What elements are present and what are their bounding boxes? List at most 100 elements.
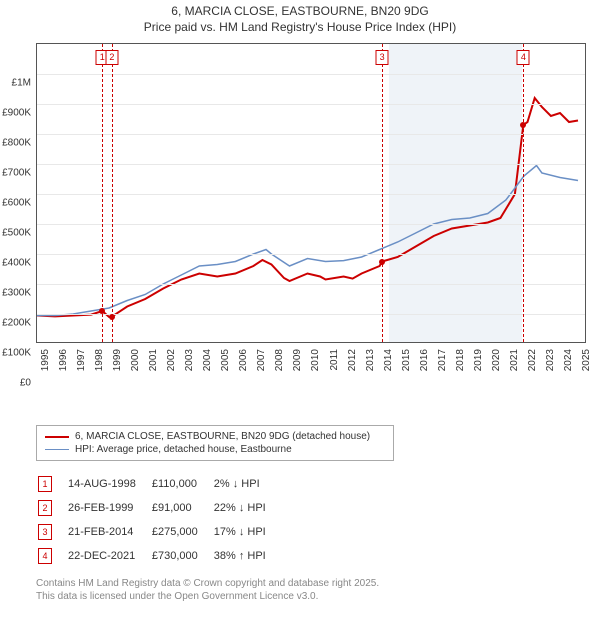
x-tick-label: 2015 — [401, 349, 412, 371]
x-tick-label: 2025 — [581, 349, 592, 371]
x-tick-label: 2006 — [238, 349, 249, 371]
title-line2: Price paid vs. HM Land Registry's House … — [0, 20, 600, 36]
legend: 6, MARCIA CLOSE, EASTBOURNE, BN20 9DG (d… — [36, 425, 394, 461]
gridline — [37, 74, 585, 75]
sale-vline — [382, 44, 383, 342]
x-tick-label: 2013 — [365, 349, 376, 371]
x-tick-label: 2005 — [220, 349, 231, 371]
x-tick-label: 2017 — [437, 349, 448, 371]
legend-item: HPI: Average price, detached house, East… — [45, 443, 385, 456]
x-tick-label: 1998 — [94, 349, 105, 371]
sale-marker-4: 4 — [517, 50, 530, 65]
y-tick-label: £1M — [12, 78, 31, 89]
footer-line2: This data is licensed under the Open Gov… — [36, 590, 600, 603]
x-tick-label: 2009 — [292, 349, 303, 371]
legend-label: 6, MARCIA CLOSE, EASTBOURNE, BN20 9DG (d… — [75, 431, 370, 442]
sale-date: 14-AUG-1998 — [68, 473, 150, 495]
footer: Contains HM Land Registry data © Crown c… — [36, 577, 600, 603]
x-tick-label: 2011 — [329, 349, 340, 371]
x-axis: 1995199619971998199920002001200220032004… — [36, 345, 586, 385]
y-tick-label: £900K — [2, 108, 31, 119]
x-tick-label: 2000 — [130, 349, 141, 371]
x-tick-label: 2020 — [491, 349, 502, 371]
x-tick-label: 2023 — [545, 349, 556, 371]
legend-swatch — [45, 449, 69, 450]
sale-index-box: 3 — [38, 524, 52, 540]
gridline — [37, 224, 585, 225]
y-tick-label: £400K — [2, 258, 31, 269]
y-tick-label: £800K — [2, 138, 31, 149]
sale-date: 26-FEB-1999 — [68, 497, 150, 519]
x-tick-label: 2002 — [166, 349, 177, 371]
legend-label: HPI: Average price, detached house, East… — [75, 444, 292, 455]
sale-index-box: 2 — [38, 500, 52, 516]
sale-pct: 17% ↓ HPI — [214, 521, 280, 543]
x-tick-label: 2018 — [455, 349, 466, 371]
sale-price: £91,000 — [152, 497, 212, 519]
gridline — [37, 194, 585, 195]
y-tick-label: £0 — [20, 378, 31, 389]
gridline — [37, 254, 585, 255]
y-tick-label: £600K — [2, 198, 31, 209]
x-tick-label: 2024 — [563, 349, 574, 371]
sale-vline — [523, 44, 524, 342]
sale-index-box: 1 — [38, 476, 52, 492]
sale-point — [520, 122, 526, 128]
x-tick-label: 2016 — [419, 349, 430, 371]
sale-marker-3: 3 — [376, 50, 389, 65]
gridline — [37, 164, 585, 165]
sale-price: £730,000 — [152, 545, 212, 567]
legend-swatch — [45, 436, 69, 438]
chart-area: 1234 19951996199719981999200020012002200… — [36, 43, 586, 383]
gridline — [37, 284, 585, 285]
arrow-icon: ↑ — [239, 550, 245, 562]
x-tick-label: 2008 — [274, 349, 285, 371]
x-tick-label: 1999 — [112, 349, 123, 371]
sale-point — [379, 259, 385, 265]
sale-price: £275,000 — [152, 521, 212, 543]
sale-vline — [112, 44, 113, 342]
table-row: 1 14-AUG-1998£110,0002% ↓ HPI — [38, 473, 280, 495]
gridline — [37, 134, 585, 135]
sale-vline — [102, 44, 103, 342]
sale-point — [99, 308, 105, 314]
x-tick-label: 2001 — [148, 349, 159, 371]
sale-pct: 22% ↓ HPI — [214, 497, 280, 519]
x-tick-label: 2021 — [509, 349, 520, 371]
sale-price: £110,000 — [152, 473, 212, 495]
plot-area: 1234 — [36, 43, 586, 343]
sale-date: 21-FEB-2014 — [68, 521, 150, 543]
gridline — [37, 104, 585, 105]
table-row: 2 26-FEB-1999£91,00022% ↓ HPI — [38, 497, 280, 519]
sale-pct: 38% ↑ HPI — [214, 545, 280, 567]
x-tick-label: 2003 — [184, 349, 195, 371]
y-tick-label: £700K — [2, 168, 31, 179]
sale-date: 22-DEC-2021 — [68, 545, 150, 567]
series-hpi — [37, 166, 578, 316]
y-tick-label: £500K — [2, 228, 31, 239]
gridline — [37, 314, 585, 315]
y-tick-label: £100K — [2, 348, 31, 359]
arrow-icon: ↓ — [239, 526, 245, 538]
x-tick-label: 1996 — [58, 349, 69, 371]
legend-item: 6, MARCIA CLOSE, EASTBOURNE, BN20 9DG (d… — [45, 430, 385, 443]
y-tick-label: £200K — [2, 318, 31, 329]
footer-line1: Contains HM Land Registry data © Crown c… — [36, 577, 600, 590]
sale-pct: 2% ↓ HPI — [214, 473, 280, 495]
x-tick-label: 2004 — [202, 349, 213, 371]
sale-index-box: 4 — [38, 548, 52, 564]
y-tick-label: £300K — [2, 288, 31, 299]
x-tick-label: 2019 — [473, 349, 484, 371]
x-tick-label: 2012 — [347, 349, 358, 371]
sales-table: 1 14-AUG-1998£110,0002% ↓ HPI 2 26-FEB-1999… — [36, 471, 282, 569]
x-tick-label: 2010 — [310, 349, 321, 371]
x-tick-label: 1997 — [76, 349, 87, 371]
sale-point — [109, 314, 115, 320]
table-row: 4 22-DEC-2021£730,00038% ↑ HPI — [38, 545, 280, 567]
x-tick-label: 2007 — [256, 349, 267, 371]
title-line1: 6, MARCIA CLOSE, EASTBOURNE, BN20 9DG — [0, 4, 600, 20]
sale-marker-2: 2 — [105, 50, 118, 65]
arrow-icon: ↓ — [233, 478, 239, 490]
arrow-icon: ↓ — [239, 502, 245, 514]
x-tick-label: 2022 — [527, 349, 538, 371]
